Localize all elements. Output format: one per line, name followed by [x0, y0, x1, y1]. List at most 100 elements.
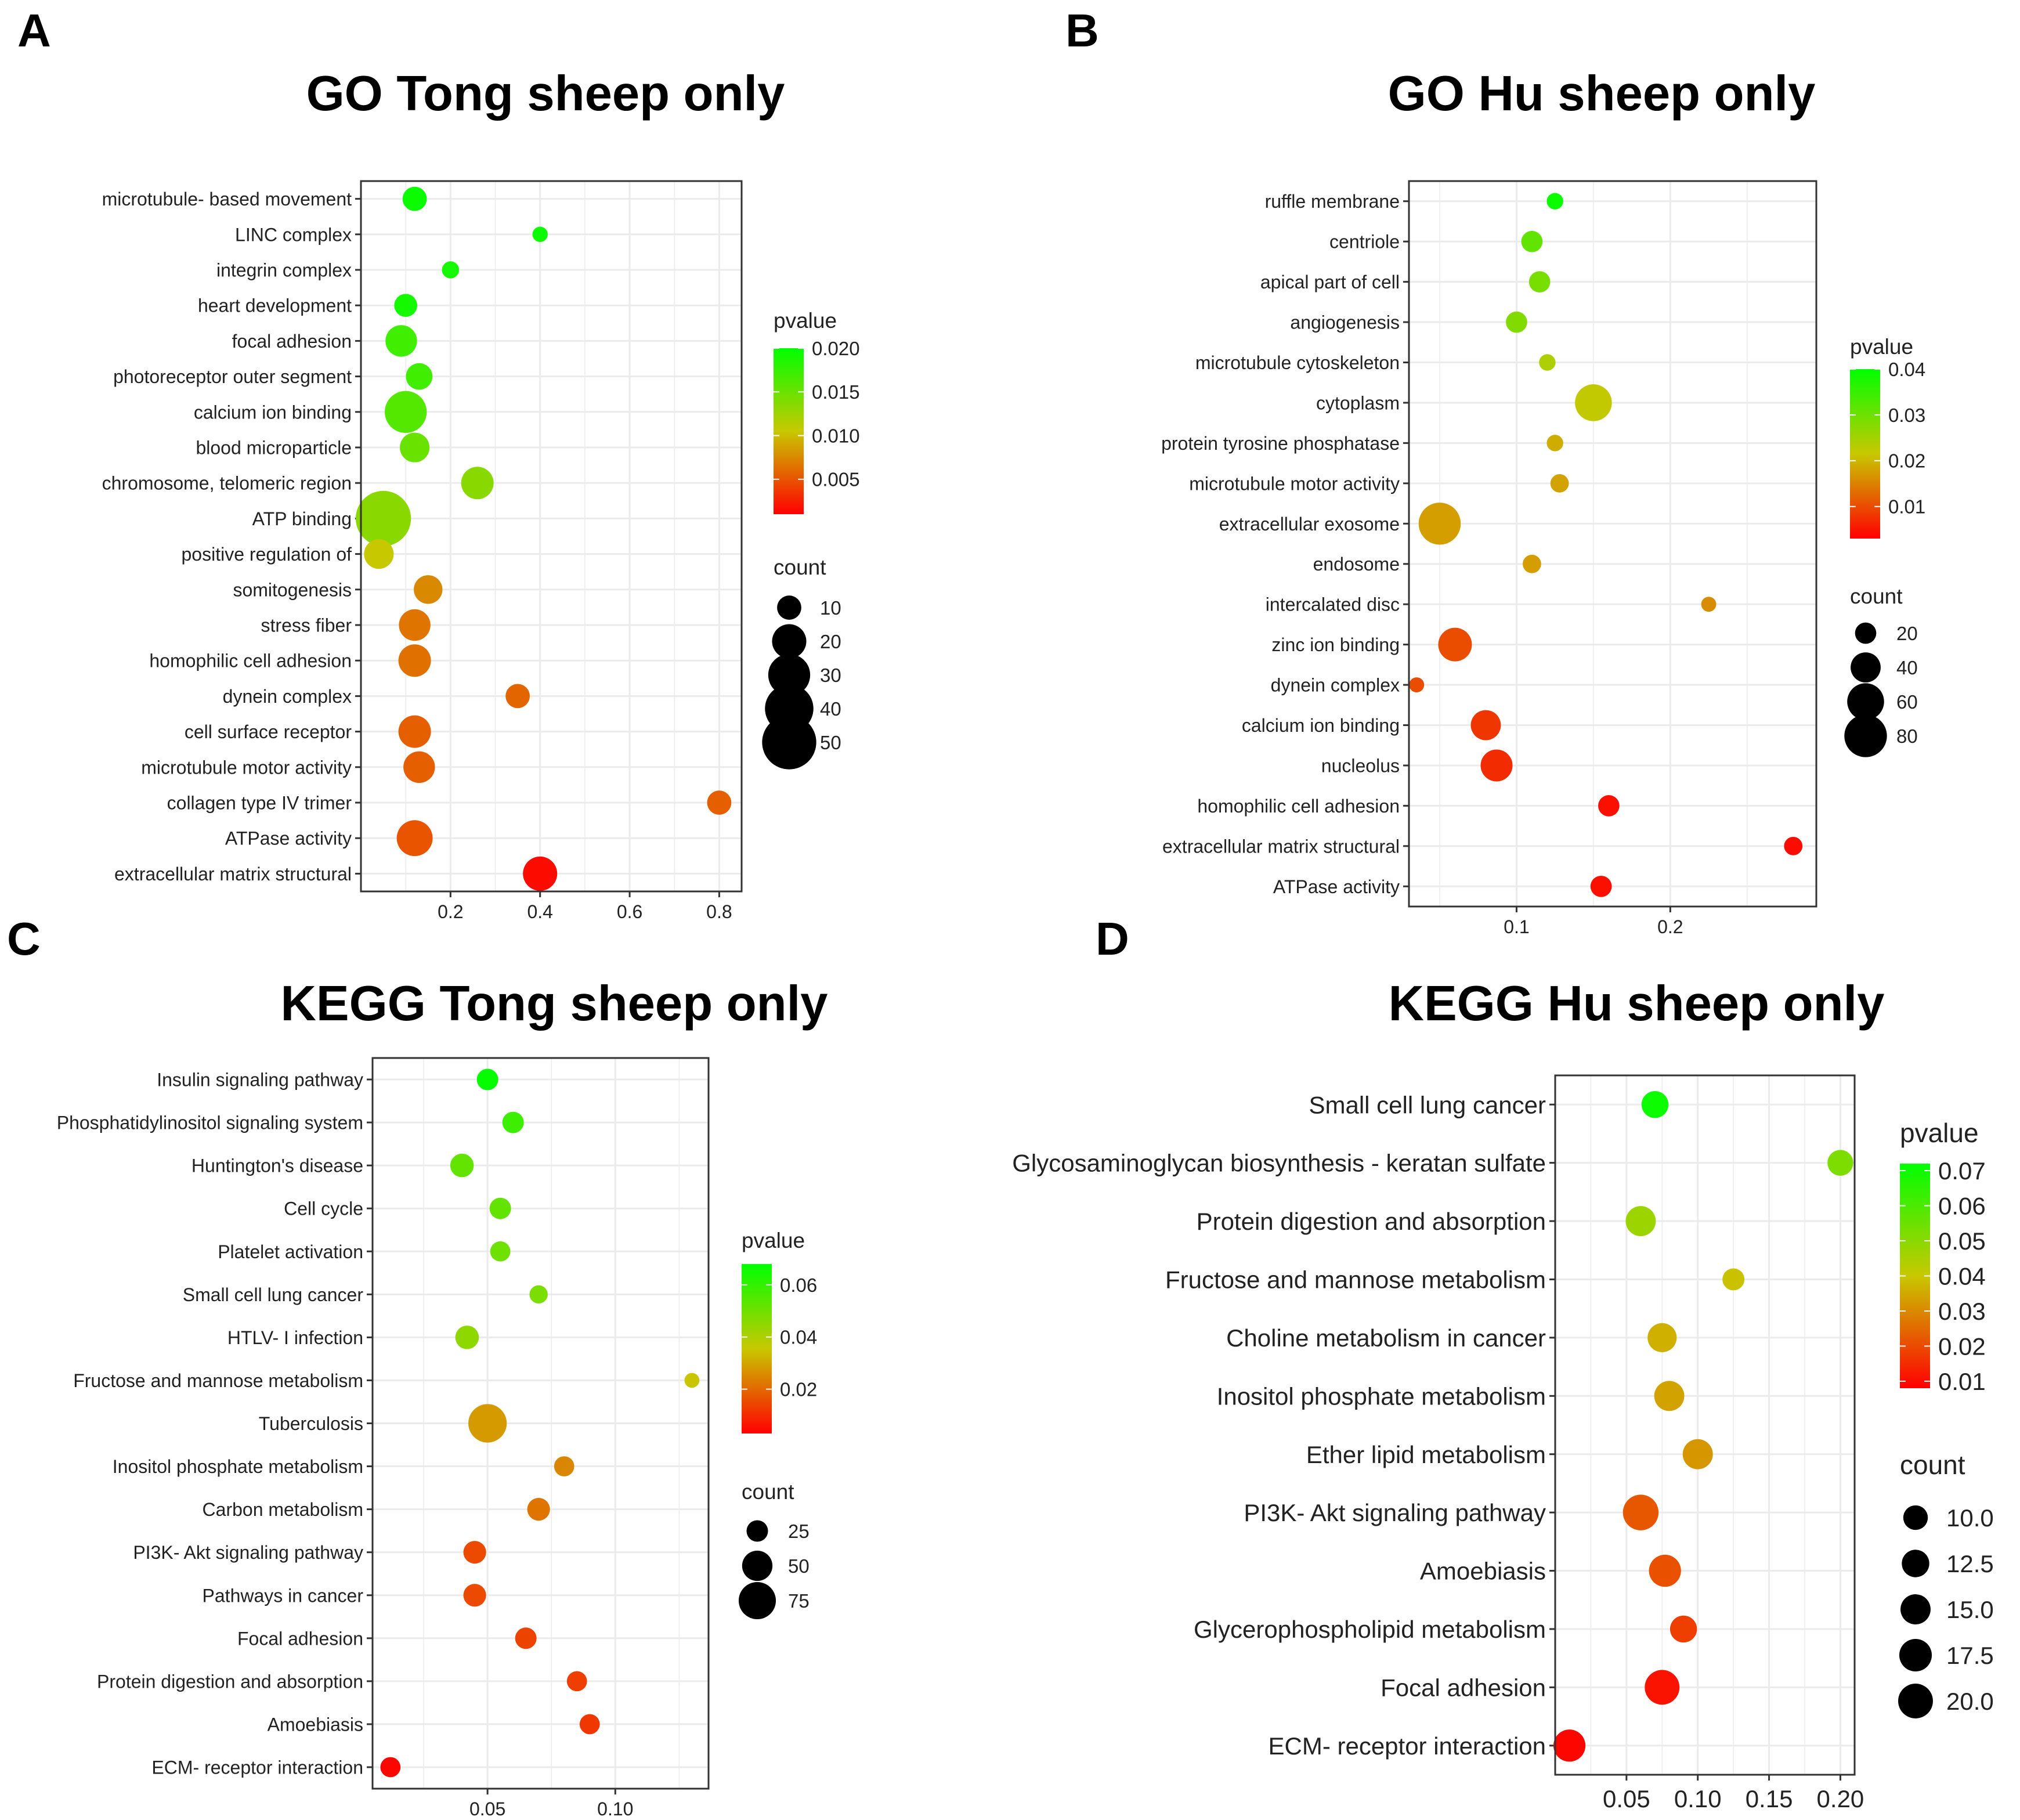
grid [1555, 1075, 1855, 1775]
data-point [490, 1241, 511, 1262]
legend: pvalue 0.020 0.015 0.010 0.005 count 10 20 30 40 5… [762, 309, 860, 770]
data-point [1701, 597, 1717, 612]
data-point [1480, 749, 1513, 782]
y-tick-label: photoreceptor outer segment [113, 366, 352, 387]
legend-size-dot [1898, 1684, 1933, 1718]
x-tick-label: 0.6 [617, 901, 642, 922]
grid [373, 1058, 709, 1789]
data-point [355, 490, 411, 546]
data-point [527, 1498, 550, 1521]
panel-d: D KEGG Hu sheep only Small cell lung cance… [1012, 913, 1994, 1812]
y-tick-label: Tuberculosis [259, 1413, 363, 1434]
data-point [1409, 677, 1425, 693]
y-tick-label: Ether lipid metabolism [1306, 1441, 1546, 1468]
data-point [398, 715, 431, 748]
data-point [1438, 627, 1472, 662]
data-point [502, 1111, 524, 1133]
data-point [1641, 1090, 1669, 1118]
y-tick-label: chromosome, telomeric region [102, 473, 352, 494]
y-tick-label: Amoebiasis [1420, 1558, 1546, 1585]
y-tick-label: LINC complex [235, 224, 352, 245]
y-tick-label: somitogenesis [233, 579, 352, 600]
data-point [1682, 1439, 1713, 1469]
y-tick-label: ATPase activity [225, 828, 352, 849]
y-tick-label: positive regulation of [181, 544, 352, 565]
legend-colorbar [742, 1264, 772, 1433]
y-tick-label: PI3K- Akt signaling pathway [133, 1542, 363, 1563]
data-point [1625, 1206, 1656, 1236]
y-tick-label: Inositol phosphate metabolism [1217, 1382, 1546, 1410]
data-point [380, 1757, 401, 1778]
x-tick-label: 0.2 [438, 901, 463, 922]
y-tick-label: microtubule- based movement [102, 189, 352, 210]
data-point [385, 391, 427, 433]
plot-border [360, 180, 743, 893]
panel-c: C KEGG Tong sheep only Insulin signaling p… [7, 913, 827, 1819]
data-point [1523, 554, 1541, 573]
data-point [468, 1404, 507, 1443]
legend-size-label: 50 [820, 732, 841, 753]
y-tick-label: protein tyrosine phosphatase [1161, 433, 1400, 454]
chart-title: GO Tong sheep only [306, 66, 785, 121]
plot-border [1408, 180, 1817, 908]
y-tick-label: stress fiber [261, 615, 352, 636]
data-point [463, 1584, 486, 1607]
legend-size-label: 60 [1896, 691, 1918, 713]
y-tick-label: HTLV- I infection [227, 1327, 363, 1348]
y-tick-label: zinc ion binding [1271, 634, 1400, 655]
legend-color-tick-label: 0.04 [1938, 1263, 1986, 1290]
legend-color-tick-label: 0.010 [812, 425, 860, 446]
data-point [505, 684, 530, 709]
legend-color-tick-label: 0.015 [812, 381, 860, 403]
legend-size-label: 30 [820, 665, 841, 686]
y-tick-label: ATPase activity [1273, 876, 1400, 897]
data-point [1528, 271, 1551, 292]
data-point [1649, 1554, 1681, 1587]
data-point [489, 1197, 511, 1219]
y-tick-label: Fructose and mannose metabolism [73, 1370, 363, 1391]
legend-size-title: count [1900, 1450, 1965, 1480]
legend-size-label: 40 [1896, 657, 1918, 678]
y-tick-label: Protein digestion and absorption [1197, 1208, 1546, 1235]
legend-color-tick-label: 0.01 [1888, 496, 1925, 518]
y-tick-label: microtubule motor activity [141, 757, 352, 778]
legend-colorbar [1850, 369, 1880, 539]
y-tick-label: Protein digestion and absorption [97, 1671, 363, 1692]
legend-color-tick-label: 0.03 [1888, 405, 1925, 426]
data-point [394, 294, 417, 317]
chart-title: KEGG Tong sheep only [281, 976, 828, 1031]
legend-color-tick-label: 0.020 [812, 338, 860, 359]
x-tick-label: 0.15 [1746, 1785, 1793, 1812]
data-point [1598, 795, 1620, 817]
legend-size-label: 75 [788, 1590, 810, 1612]
legend-size-label: 20 [820, 631, 841, 652]
y-tick-label: ruffle membrane [1265, 191, 1400, 212]
data-point [1553, 1729, 1586, 1762]
y-tick-label: cytoplasm [1316, 392, 1400, 413]
y-tick-label: Huntington's disease [191, 1155, 363, 1176]
x-axis: 0.05 0.10 [469, 1789, 633, 1819]
y-tick-label: focal adhesion [232, 331, 352, 352]
x-tick-label: 0.10 [597, 1799, 633, 1819]
y-tick-label: ATP binding [252, 508, 352, 529]
y-tick-label: Platelet activation [218, 1241, 363, 1262]
legend-color-tick-label: 0.02 [1888, 450, 1925, 472]
legend-size-dot [738, 1581, 776, 1620]
legend-size-dot [746, 1520, 768, 1542]
legend-size-label: 10.0 [1946, 1504, 1994, 1532]
legend-size-label: 20.0 [1946, 1688, 1994, 1715]
panel-letter: B [1065, 5, 1099, 56]
y-tick-label: Focal adhesion [1381, 1674, 1546, 1701]
data-points [380, 1068, 700, 1778]
data-point [461, 467, 494, 500]
legend-color-tick-label: 0.03 [1938, 1298, 1986, 1325]
y-tick-label: endosome [1313, 554, 1400, 575]
x-tick-label: 0.05 [469, 1799, 505, 1819]
y-tick-label: centriole [1329, 232, 1400, 252]
y-tick-label: homophilic cell adhesion [1197, 796, 1400, 817]
y-tick-label: Small cell lung cancer [1309, 1091, 1546, 1118]
data-point [1521, 230, 1543, 252]
x-tick-label: 0.4 [527, 901, 552, 922]
panel-letter: D [1096, 913, 1129, 965]
